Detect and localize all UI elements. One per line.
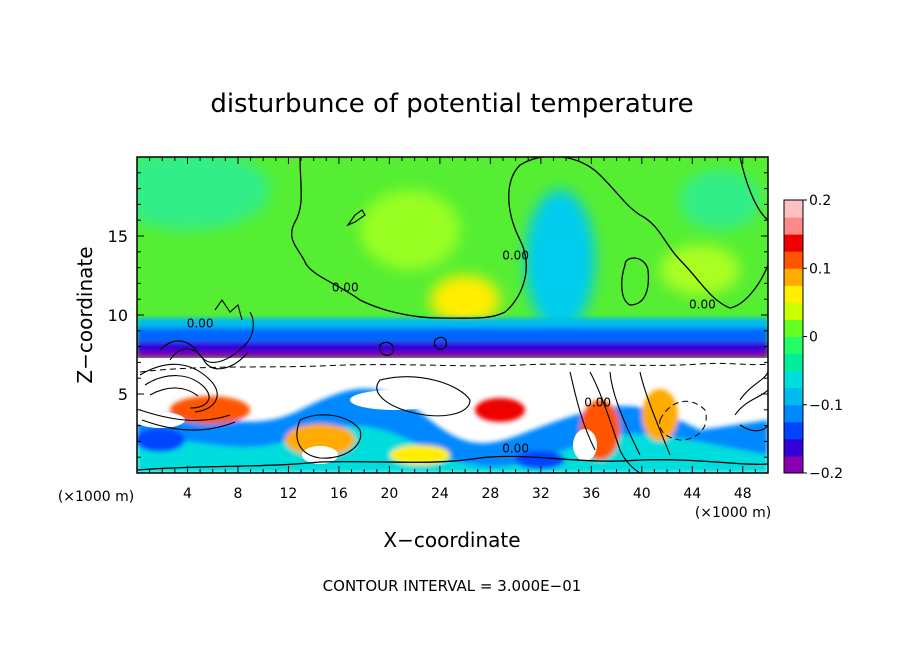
x-tick-label: 32	[532, 486, 550, 502]
contour-label: 0.00	[187, 317, 214, 331]
colorbar-swatch	[784, 268, 803, 286]
x-tick-label: 24	[431, 486, 449, 502]
z-tick-label: 5	[118, 385, 128, 404]
chart-title: disturbunce of potential temperature	[210, 89, 693, 119]
x-axis-label: X−coordinate	[383, 528, 520, 552]
colorbar-swatch	[784, 336, 803, 355]
x-unit-right: (×1000 m)	[695, 505, 771, 521]
shaded-field: 0.00 0.00 0.00 0.00 0.00 0.00	[137, 157, 768, 473]
x-tick-label: 40	[633, 486, 651, 502]
x-tick-label: 20	[380, 486, 398, 502]
contour-interval-label: CONTOUR INTERVAL = 3.000E−01	[323, 577, 582, 595]
x-tick-label: 12	[280, 486, 298, 502]
x-tick-label: 8	[233, 486, 242, 502]
contour-label-group: 0.00 0.00 0.00 0.00 0.00 0.00	[187, 249, 716, 456]
z-axis: 5 10 15	[108, 172, 768, 458]
colorbar-swatch	[784, 251, 803, 269]
colorbar-swatch	[784, 455, 803, 474]
x-tick-label: 36	[582, 486, 600, 502]
colorbar-label: 0.2	[809, 193, 831, 209]
colorbar: 0.2 0.1 0 −0.1 −0.2	[783, 193, 843, 482]
x-axis: 4 8 12 16 20 24 28 32 36 40 44 48	[149, 157, 756, 502]
colorbar-swatch	[784, 302, 803, 320]
colorbar-label: −0.2	[809, 466, 843, 482]
colorbar-swatch	[784, 234, 803, 252]
contour-label: 0.00	[584, 396, 611, 410]
colorbar-swatch	[784, 404, 803, 423]
x-unit-left: (×1000 m)	[58, 489, 134, 505]
colorbar-label: 0.1	[809, 261, 831, 277]
colorbar-label: 0	[809, 330, 818, 346]
contour-label: 0.00	[689, 298, 716, 312]
colorbar-swatch	[784, 421, 803, 440]
x-tick-label: 4	[183, 486, 192, 502]
x-tick-label: 16	[330, 486, 348, 502]
colorbar-swatch	[784, 200, 803, 218]
colorbar-label: −0.1	[809, 398, 843, 414]
colorbar-swatch	[784, 319, 803, 337]
x-tick-label: 28	[481, 486, 499, 502]
z-tick-label: 15	[108, 227, 128, 246]
colorbar-swatch	[784, 370, 803, 389]
colorbar-swatch	[784, 438, 803, 457]
contour-label: 0.00	[502, 249, 529, 263]
z-tick-label: 10	[108, 306, 128, 325]
contour-label: 0.00	[332, 280, 359, 294]
colorbar-swatch	[784, 217, 803, 235]
x-tick-label: 48	[734, 486, 752, 502]
x-tick-label: 44	[683, 486, 701, 502]
colorbar-swatch	[784, 387, 803, 406]
y-axis-label: Z−coordinate	[73, 246, 97, 383]
contour-label: 0.00	[502, 441, 529, 455]
colorbar-swatch	[784, 353, 803, 372]
colorbar-swatch	[784, 285, 803, 303]
